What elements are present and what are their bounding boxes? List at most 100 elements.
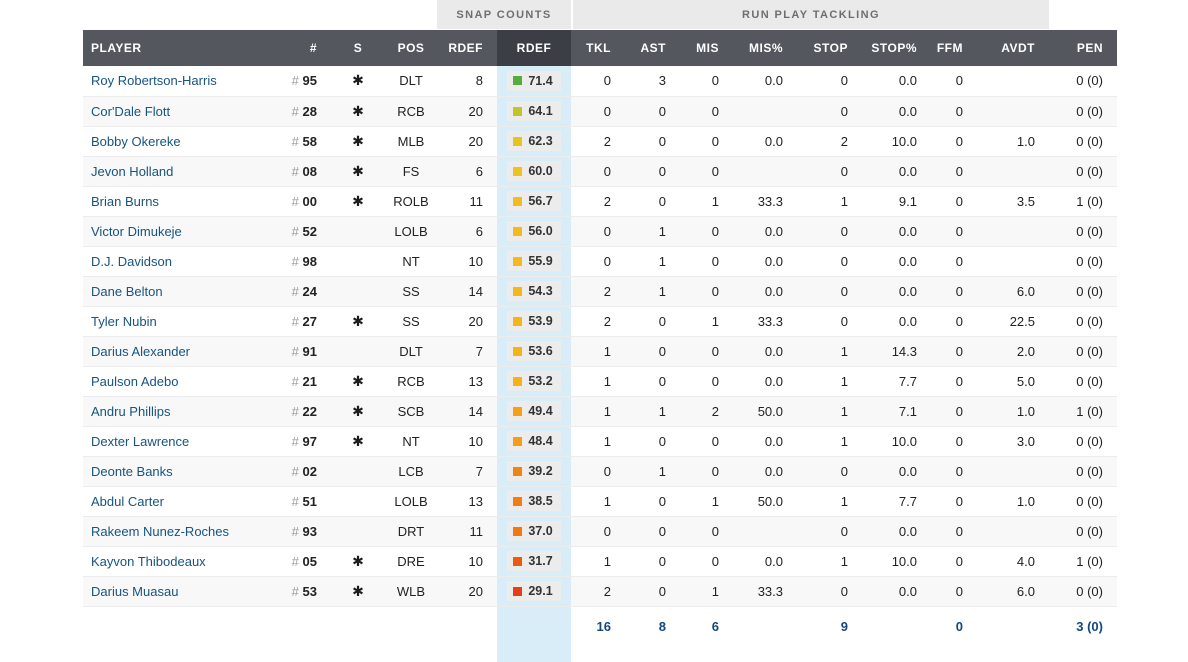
column-header-stop[interactable]: STOP — [797, 30, 862, 66]
total-number — [283, 606, 331, 647]
column-header-ast[interactable]: AST — [625, 30, 680, 66]
cell-stop: 0 — [840, 253, 848, 269]
jersey-hash: # — [291, 313, 299, 329]
grade-value: 37.0 — [528, 524, 553, 538]
cell-number: # 08 — [283, 156, 331, 186]
cell-ast: 0 — [658, 433, 666, 449]
jersey-hash: # — [291, 373, 299, 389]
grade-badge: 39.2 — [507, 461, 561, 481]
player-link[interactable]: Rakeem Nunez-Roches — [91, 523, 230, 539]
cell-pos: SCB — [397, 403, 425, 419]
player-link[interactable]: Jevon Holland — [91, 163, 174, 179]
column-header-tkl[interactable]: TKL — [571, 30, 625, 66]
starter-icon: ✱ — [352, 72, 364, 89]
cell-rdef_snaps: 8 — [475, 73, 483, 89]
jersey-number: 28 — [302, 103, 317, 119]
cell-pen: 0 (0) — [1076, 583, 1103, 599]
header-row: PLAYER # S POS RDEF RDEF TKL AST MIS MIS% STOP STOP… — [83, 30, 1117, 66]
grade-value: 31.7 — [528, 554, 553, 568]
grade-color-square — [513, 436, 523, 446]
cell-number: # 52 — [283, 216, 331, 246]
column-header-ffm[interactable]: FFM — [931, 30, 977, 66]
total-mis: 6 — [711, 619, 719, 635]
grade-badge: 38.5 — [507, 491, 561, 511]
column-header-pen[interactable]: PEN — [1049, 30, 1117, 66]
cell-pos: MLB — [397, 133, 425, 149]
player-link[interactable]: Cor'Dale Flott — [91, 103, 171, 119]
player-row: Jevon Holland # 08 ✱ FS 6 60.0 0 0 0 0 0.0 0 0 (0) — [83, 156, 1117, 186]
player-link[interactable]: Tyler Nubin — [91, 313, 157, 329]
grade-badge: 48.4 — [507, 431, 561, 451]
grade-value: 62.3 — [528, 134, 553, 148]
cell-mis_pct: 0.0 — [764, 553, 783, 569]
player-link[interactable]: Roy Robertson-Harris — [91, 73, 217, 89]
player-link[interactable]: Darius Muasau — [91, 583, 179, 599]
cell-ast: 0 — [658, 493, 666, 509]
grade-color-square — [513, 406, 523, 416]
grade-value: 56.0 — [528, 224, 553, 238]
cell-avdt: 1.0 — [1016, 133, 1035, 149]
cell-pen: 0 (0) — [1076, 163, 1103, 179]
grade-color-square — [513, 346, 523, 356]
player-link[interactable]: Abdul Carter — [91, 493, 164, 509]
cell-player: Dexter Lawrence — [83, 426, 283, 456]
starter-icon: ✱ — [352, 132, 364, 149]
group-header-run-play-tackling: RUN PLAY TACKLING — [573, 0, 1049, 29]
column-header-pos[interactable]: POS — [385, 30, 437, 66]
cell-stop: 1 — [840, 493, 848, 509]
player-link[interactable]: Dexter Lawrence — [91, 433, 190, 449]
player-link[interactable]: Paulson Adebo — [91, 373, 179, 389]
cell-pen: 0 (0) — [1076, 493, 1103, 509]
cell-tkl: 0 — [603, 253, 611, 269]
column-header-player[interactable]: PLAYER — [83, 30, 283, 66]
column-header-rdef_snaps[interactable]: RDEF — [437, 30, 497, 66]
player-link[interactable]: Andru Phillips — [91, 403, 171, 419]
jersey-number: 05 — [302, 553, 317, 569]
cell-tkl: 0 — [603, 463, 611, 479]
jersey-number: 53 — [302, 583, 317, 599]
player-link[interactable]: Deonte Banks — [91, 463, 173, 479]
player-link[interactable]: Bobby Okereke — [91, 133, 181, 149]
jersey-number: 00 — [302, 193, 317, 209]
cell-number: # 02 — [283, 456, 331, 486]
cell-s — [331, 246, 385, 276]
player-row: Deonte Banks # 02 LCB 7 39.2 0 1 0 0.0 0 0.0 0 0 (0) — [83, 456, 1117, 486]
total-tkl: 16 — [596, 619, 611, 635]
grade-badge: 49.4 — [507, 401, 561, 421]
group-header-snap-counts-label: SNAP COUNTS — [456, 8, 552, 21]
grade-color-square — [513, 376, 523, 386]
player-link[interactable]: Kayvon Thibodeaux — [91, 553, 206, 569]
player-row: Darius Alexander # 91 DLT 7 53.6 1 0 0 0.0 1 14.3 0… — [83, 336, 1117, 366]
player-link[interactable]: Victor Dimukeje — [91, 223, 182, 239]
column-header-avdt[interactable]: AVDT — [977, 30, 1049, 66]
grade-badge: 29.1 — [507, 581, 561, 601]
column-header-s[interactable]: S — [331, 30, 385, 66]
cell-stop_pct: 14.3 — [891, 343, 917, 359]
cell-avdt: 1.0 — [1016, 403, 1035, 419]
cell-avdt: 2.0 — [1016, 343, 1035, 359]
grade-badge: 64.1 — [507, 101, 561, 121]
column-header-mis_pct[interactable]: MIS% — [733, 30, 797, 66]
total-stop: 9 — [840, 619, 848, 635]
cell-player: Jevon Holland — [83, 156, 283, 186]
total-s — [331, 606, 385, 647]
column-header-number[interactable]: # — [283, 30, 331, 66]
column-header-stop_pct[interactable]: STOP% — [862, 30, 931, 66]
cell-stop_pct: 0.0 — [898, 223, 917, 239]
cell-rdef_grade: 62.3 — [497, 126, 571, 156]
column-header-mis[interactable]: MIS — [680, 30, 733, 66]
cell-mis: 0 — [711, 373, 719, 389]
player-link[interactable]: Dane Belton — [91, 283, 163, 299]
cell-ffm: 0 — [955, 553, 963, 569]
column-header-rdef_grade[interactable]: RDEF — [497, 30, 571, 66]
cell-mis_pct: 33.3 — [757, 193, 783, 209]
player-link[interactable]: Brian Burns — [91, 193, 159, 209]
starter-icon: ✱ — [352, 432, 364, 449]
cell-s: ✱ — [331, 96, 385, 126]
cell-s: ✱ — [331, 186, 385, 216]
cell-mis: 0 — [711, 433, 719, 449]
cell-stop_pct: 0.0 — [898, 163, 917, 179]
player-row: Brian Burns # 00 ✱ ROLB 11 56.7 2 0 1 33.3 1 9.1 0 3.… — [83, 186, 1117, 216]
player-link[interactable]: Darius Alexander — [91, 343, 190, 359]
player-link[interactable]: D.J. Davidson — [91, 253, 172, 269]
